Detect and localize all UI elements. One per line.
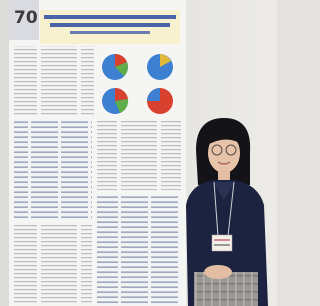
text-block: [14, 120, 92, 220]
title-line: [44, 15, 176, 19]
text-block: [97, 120, 181, 190]
title-line: [70, 31, 150, 34]
poster-number: 70: [14, 8, 38, 28]
text-block: [97, 195, 181, 305]
page: 70 (() => { co: [0, 0, 277, 306]
text-block: [14, 225, 92, 305]
photo: 70: [0, 0, 277, 306]
title-line: [50, 23, 170, 27]
text-block: [14, 46, 94, 116]
